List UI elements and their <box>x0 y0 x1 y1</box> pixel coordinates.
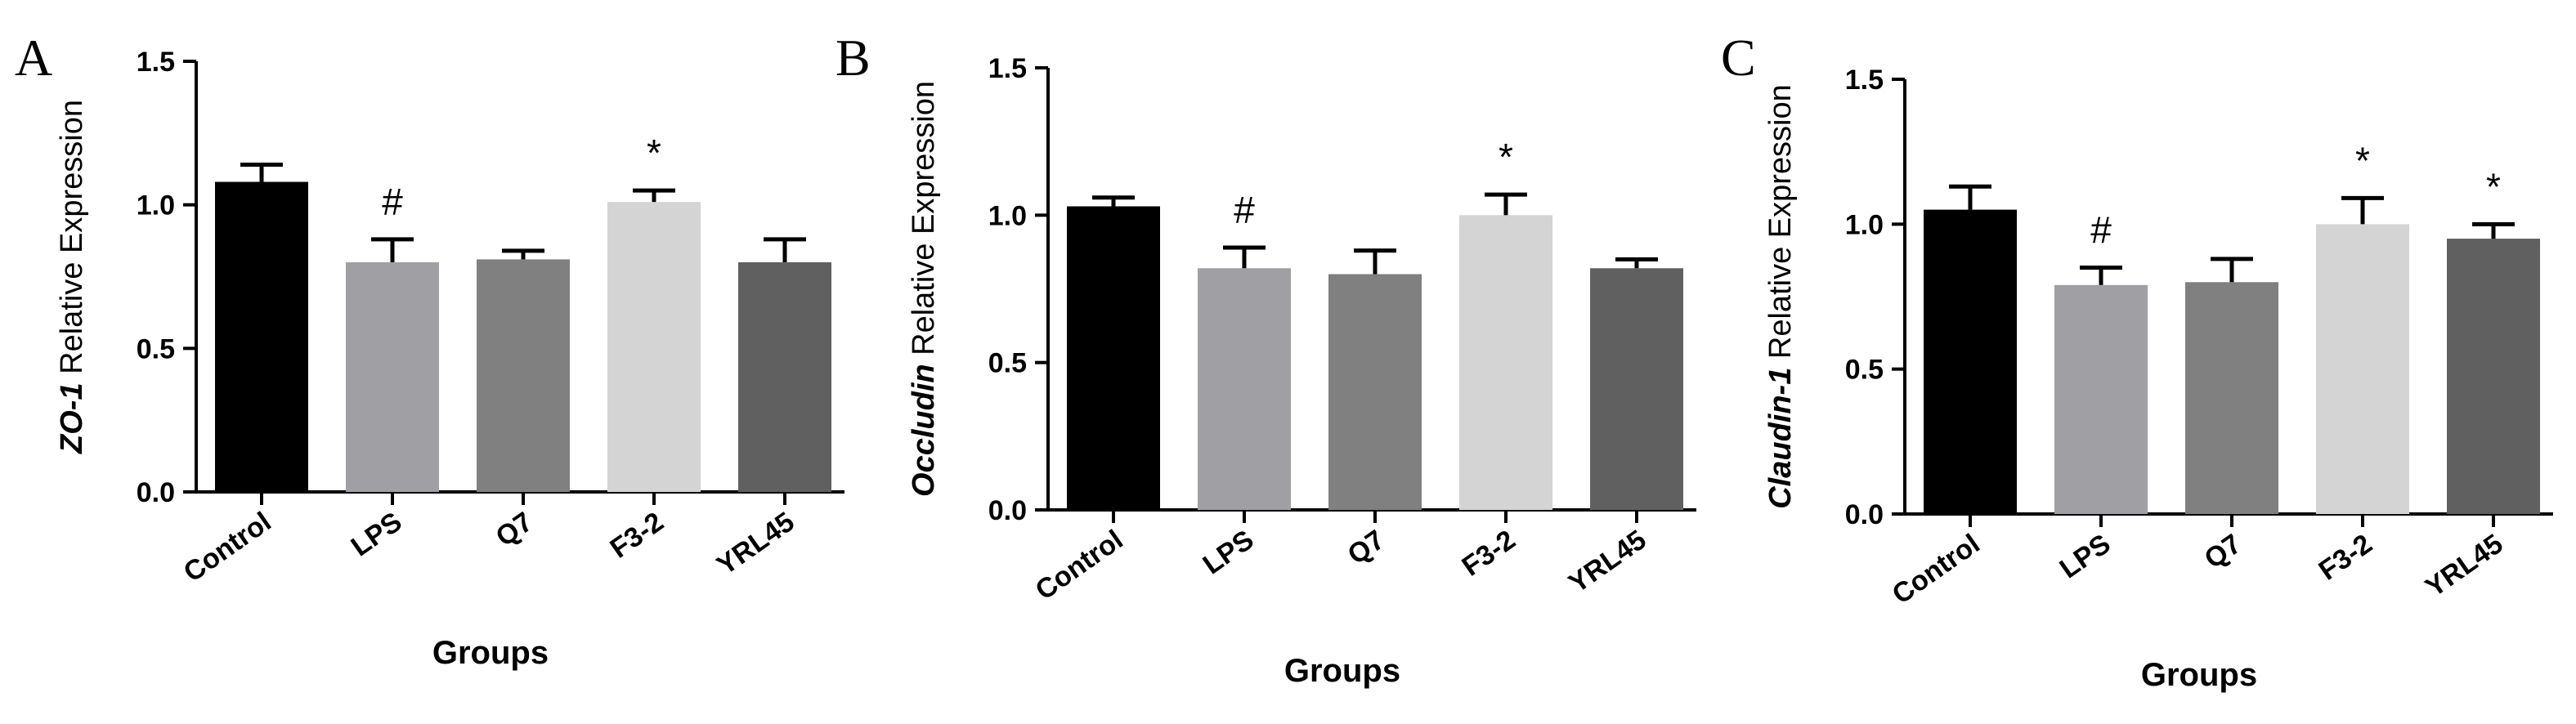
y-axis-title-suffix: Relative Expression <box>1763 84 1798 367</box>
significance-mark: * <box>647 132 661 174</box>
panel-label: B <box>836 29 871 87</box>
y-axis-title: Claudin-1 Relative Expression <box>1763 84 1798 509</box>
significance-mark: * <box>2355 139 2370 181</box>
y-axis-title: Occludin Relative Expression <box>907 81 941 497</box>
x-axis-title: Groups <box>2141 657 2257 693</box>
x-tick-label: Q7 <box>2199 528 2247 574</box>
x-tick-label: YRL45 <box>2420 528 2508 603</box>
y-axis-gene-name: Claudin-1 <box>1763 368 1798 509</box>
y-axis-title: ZO-1 Relative Expression <box>55 100 89 454</box>
bar-q7 <box>2185 282 2278 514</box>
y-tick-label: 1.5 <box>137 47 175 78</box>
x-axis-title: Groups <box>432 635 549 671</box>
x-axis-title: Groups <box>1284 653 1400 689</box>
y-tick-label: 0.0 <box>988 495 1027 526</box>
x-tick-label: Control <box>1887 528 1986 610</box>
panel-label: C <box>1721 29 1756 87</box>
significance-mark: # <box>2090 209 2112 252</box>
y-tick-label: 1.0 <box>1845 209 1884 240</box>
significance-mark: * <box>1499 136 1513 178</box>
y-tick-label: 1.5 <box>1845 65 1884 96</box>
significance-mark: # <box>382 181 403 223</box>
bar-f3-2 <box>2316 224 2409 514</box>
x-tick-label: LPS <box>2054 528 2117 584</box>
bar-yrl45 <box>2447 239 2540 514</box>
bar-yrl45 <box>738 261 831 492</box>
significance-mark: # <box>1234 189 1255 231</box>
significance-mark: * <box>2486 165 2501 208</box>
y-tick-label: 0.0 <box>1845 499 1884 530</box>
x-tick-label: F3-2 <box>2314 528 2378 586</box>
bar-lps <box>346 261 439 492</box>
y-tick-label: 1.0 <box>137 190 175 221</box>
y-tick-label: 1.5 <box>988 53 1027 84</box>
y-axis-gene-name: ZO-1 <box>55 382 89 454</box>
bar-f3-2 <box>1459 215 1552 510</box>
y-tick-label: 0.5 <box>137 333 175 364</box>
bar-q7 <box>1328 274 1422 510</box>
y-axis-title-suffix: Relative Expression <box>907 81 941 364</box>
y-tick-label: 0.5 <box>1845 355 1884 386</box>
bar-control <box>215 181 308 492</box>
y-tick-label: 0.0 <box>137 477 175 508</box>
bar-q7 <box>477 259 570 492</box>
y-tick-label: 0.5 <box>988 348 1027 379</box>
panel-label: A <box>15 29 52 87</box>
bar-control <box>1924 209 2017 514</box>
y-axis-title-suffix: Relative Expression <box>55 100 89 382</box>
y-axis-gene-name: Occludin <box>907 364 941 497</box>
bar-lps <box>1198 268 1291 510</box>
bar-f3-2 <box>607 202 701 493</box>
bar-lps <box>2054 284 2148 514</box>
bar-yrl45 <box>1590 268 1683 510</box>
bar-control <box>1067 206 1160 510</box>
y-tick-label: 1.0 <box>988 200 1027 231</box>
